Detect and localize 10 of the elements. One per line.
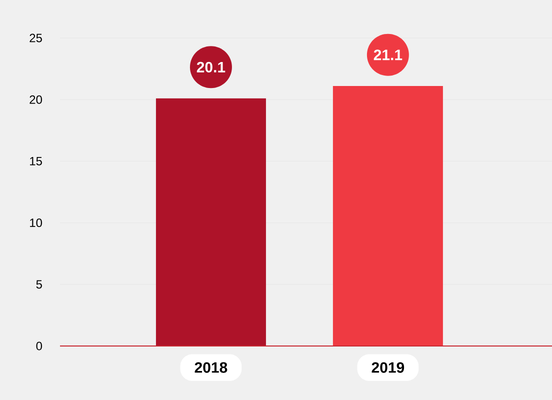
x-tick-label: 2019 [372,362,404,373]
data-label: 21.1 [374,50,402,60]
y-tick-label: 20 [30,95,42,104]
y-tick-label: 5 [36,280,42,289]
x-tick-label: 2018 [194,362,228,373]
y-tick-label: 15 [30,157,42,166]
y-tick-label: 10 [30,218,42,228]
data-label: 20.1 [196,62,226,72]
y-tick-label: 25 [30,34,42,42]
y-tick-label: 0 [36,342,42,350]
